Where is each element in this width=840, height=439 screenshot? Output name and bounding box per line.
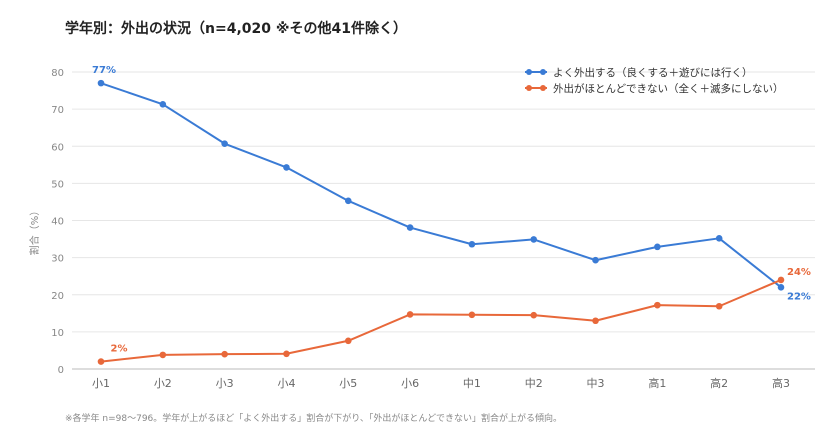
y-tick-label: 40	[51, 217, 64, 228]
data-point	[468, 240, 476, 248]
legend-swatch-dot	[526, 69, 532, 75]
x-tick-label: 高1	[648, 376, 666, 390]
data-label: 24%	[787, 267, 811, 278]
x-tick-label: 中3	[587, 377, 605, 390]
data-point	[406, 311, 414, 318]
y-tick-label: 50	[51, 179, 64, 190]
data-point	[530, 311, 538, 319]
y-tick-label: 20	[51, 291, 64, 302]
x-tick-label: 高3	[772, 376, 790, 390]
y-tick-label: 0	[58, 365, 64, 376]
x-tick-label: 小2	[154, 377, 172, 390]
chart-footnote: ※各学年 n=98〜796。学年が上がるほど「よく外出する」割合が下がり、「外出…	[65, 414, 562, 424]
y-axis-label: 割合（%）	[28, 206, 41, 256]
legend-swatch-dot	[526, 85, 532, 91]
data-label: 22%	[787, 291, 811, 302]
data-point	[777, 284, 785, 291]
x-tick-label: 高2	[710, 376, 728, 390]
y-tick-label: 30	[51, 254, 64, 265]
series-line	[100, 278, 782, 363]
y-tick-label: 80	[51, 68, 64, 79]
data-point	[159, 351, 167, 359]
data-point	[221, 140, 228, 147]
legend-entry: 外出がほとんどできない（全く＋滅多にしない）	[553, 82, 783, 95]
data-point	[715, 235, 723, 242]
data-point	[530, 236, 538, 243]
x-tick-label: 中1	[463, 377, 481, 390]
data-point	[283, 350, 290, 358]
data-point	[221, 350, 228, 358]
data-point	[406, 224, 414, 231]
data-point	[97, 358, 105, 365]
x-tick-label: 小3	[216, 377, 234, 390]
series-line	[100, 82, 782, 289]
legend-entry: よく外出する（良くする＋遊びには行く）	[553, 66, 753, 79]
y-tick-label: 10	[51, 328, 64, 339]
y-tick-label: 70	[51, 105, 64, 116]
data-point	[283, 164, 290, 171]
legend-swatch-dot	[540, 69, 546, 75]
x-tick-label: 小5	[339, 377, 357, 390]
data-point	[159, 100, 167, 108]
data-point	[97, 79, 105, 87]
data-label: 77%	[92, 65, 116, 76]
y-tick-label: 60	[51, 142, 64, 153]
x-tick-label: 中2	[525, 377, 543, 390]
data-label: 2%	[111, 344, 128, 355]
data-point	[592, 317, 599, 325]
data-point	[654, 243, 661, 251]
x-tick-label: 小1	[92, 377, 110, 390]
data-point	[468, 311, 476, 319]
legend-swatch-dot	[540, 85, 546, 91]
data-point	[715, 302, 723, 310]
chart-title: 学年別：外出の状況（n=4,020 ※その他41件除く）	[65, 21, 407, 37]
x-tick-label: 小6	[401, 377, 419, 390]
data-point	[344, 337, 352, 345]
data-point	[592, 256, 599, 264]
data-point	[654, 301, 661, 309]
data-point	[344, 197, 352, 205]
x-tick-label: 小4	[277, 377, 295, 390]
data-point	[777, 276, 785, 284]
